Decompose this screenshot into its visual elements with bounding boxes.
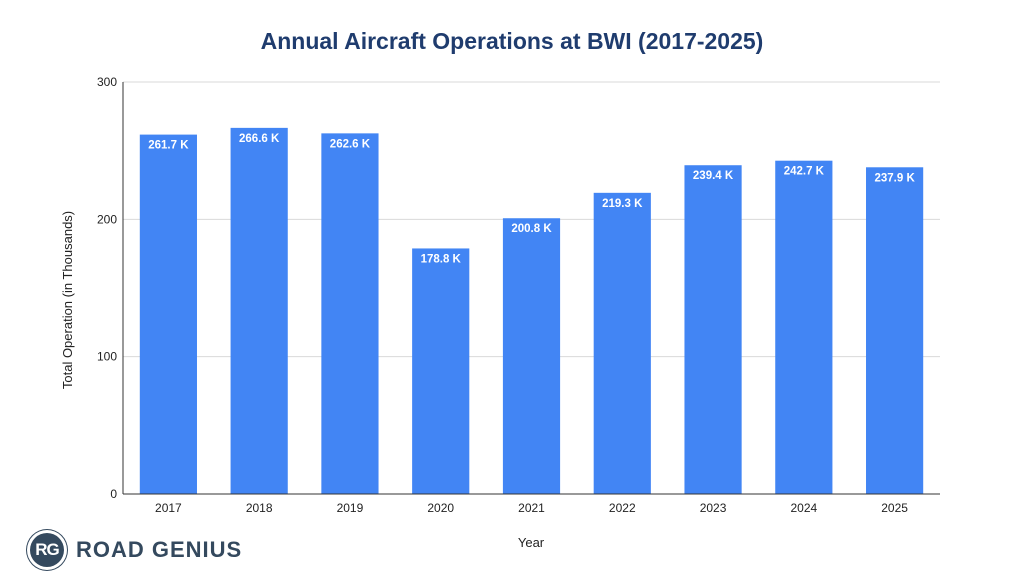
x-tick-label: 2018: [246, 501, 273, 515]
x-tick-label: 2021: [518, 501, 545, 515]
data-label-2024: 242.7 K: [784, 166, 825, 178]
data-label-2025: 237.9 K: [874, 172, 915, 184]
y-tick-label: 200: [97, 212, 117, 226]
x-tick-label: 2020: [427, 501, 454, 515]
data-label-2018: 266.6 K: [239, 133, 280, 145]
axes: 0 100 200 300 2017 2018 2019 2020 2021 2022 2023 20…: [97, 75, 940, 515]
x-tick-label: 2025: [881, 501, 908, 515]
x-tick-label: 2023: [700, 501, 727, 515]
data-label-2017: 261.7 K: [148, 140, 189, 152]
data-label-2023: 239.4 K: [693, 170, 734, 182]
chart-title: Annual Aircraft Operations at BWI (2017-…: [260, 28, 764, 54]
x-tick-label: 2017: [155, 501, 182, 515]
bars: 261.7 K 266.6 K 262.6 K 178.8 K 200.8 K 219.3…: [139, 127, 924, 495]
data-label-2019: 262.6 K: [330, 138, 371, 150]
bar-2025: [866, 167, 924, 494]
data-label-2022: 219.3 K: [602, 198, 643, 210]
road-genius-logo: RG ROAD GENIUS: [27, 528, 242, 572]
x-tick-label: 2024: [790, 501, 817, 515]
bar-2019: [321, 133, 379, 494]
bar-2020: [412, 248, 470, 494]
x-tick-label: 2019: [337, 501, 364, 515]
bar-2023: [684, 165, 742, 494]
bar-2021: [502, 218, 561, 494]
x-axis-label: Year: [518, 535, 545, 550]
x-tick-label: 2022: [609, 501, 636, 515]
data-label-2020: 178.8 K: [421, 253, 462, 265]
y-tick-label: 0: [110, 487, 117, 501]
bar-2024: [775, 160, 833, 494]
logo-badge-icon: RG: [27, 530, 67, 570]
bar-2022: [593, 192, 651, 494]
bar-2018: [230, 127, 288, 495]
data-label-2021: 200.8 K: [511, 223, 552, 235]
bar-2017: [139, 134, 197, 494]
logo-wordmark: ROAD GENIUS: [76, 537, 243, 562]
y-tick-label: 100: [97, 350, 117, 364]
y-axis-label: Total Operation (in Thousands): [60, 211, 75, 389]
y-tick-label: 300: [97, 75, 117, 89]
